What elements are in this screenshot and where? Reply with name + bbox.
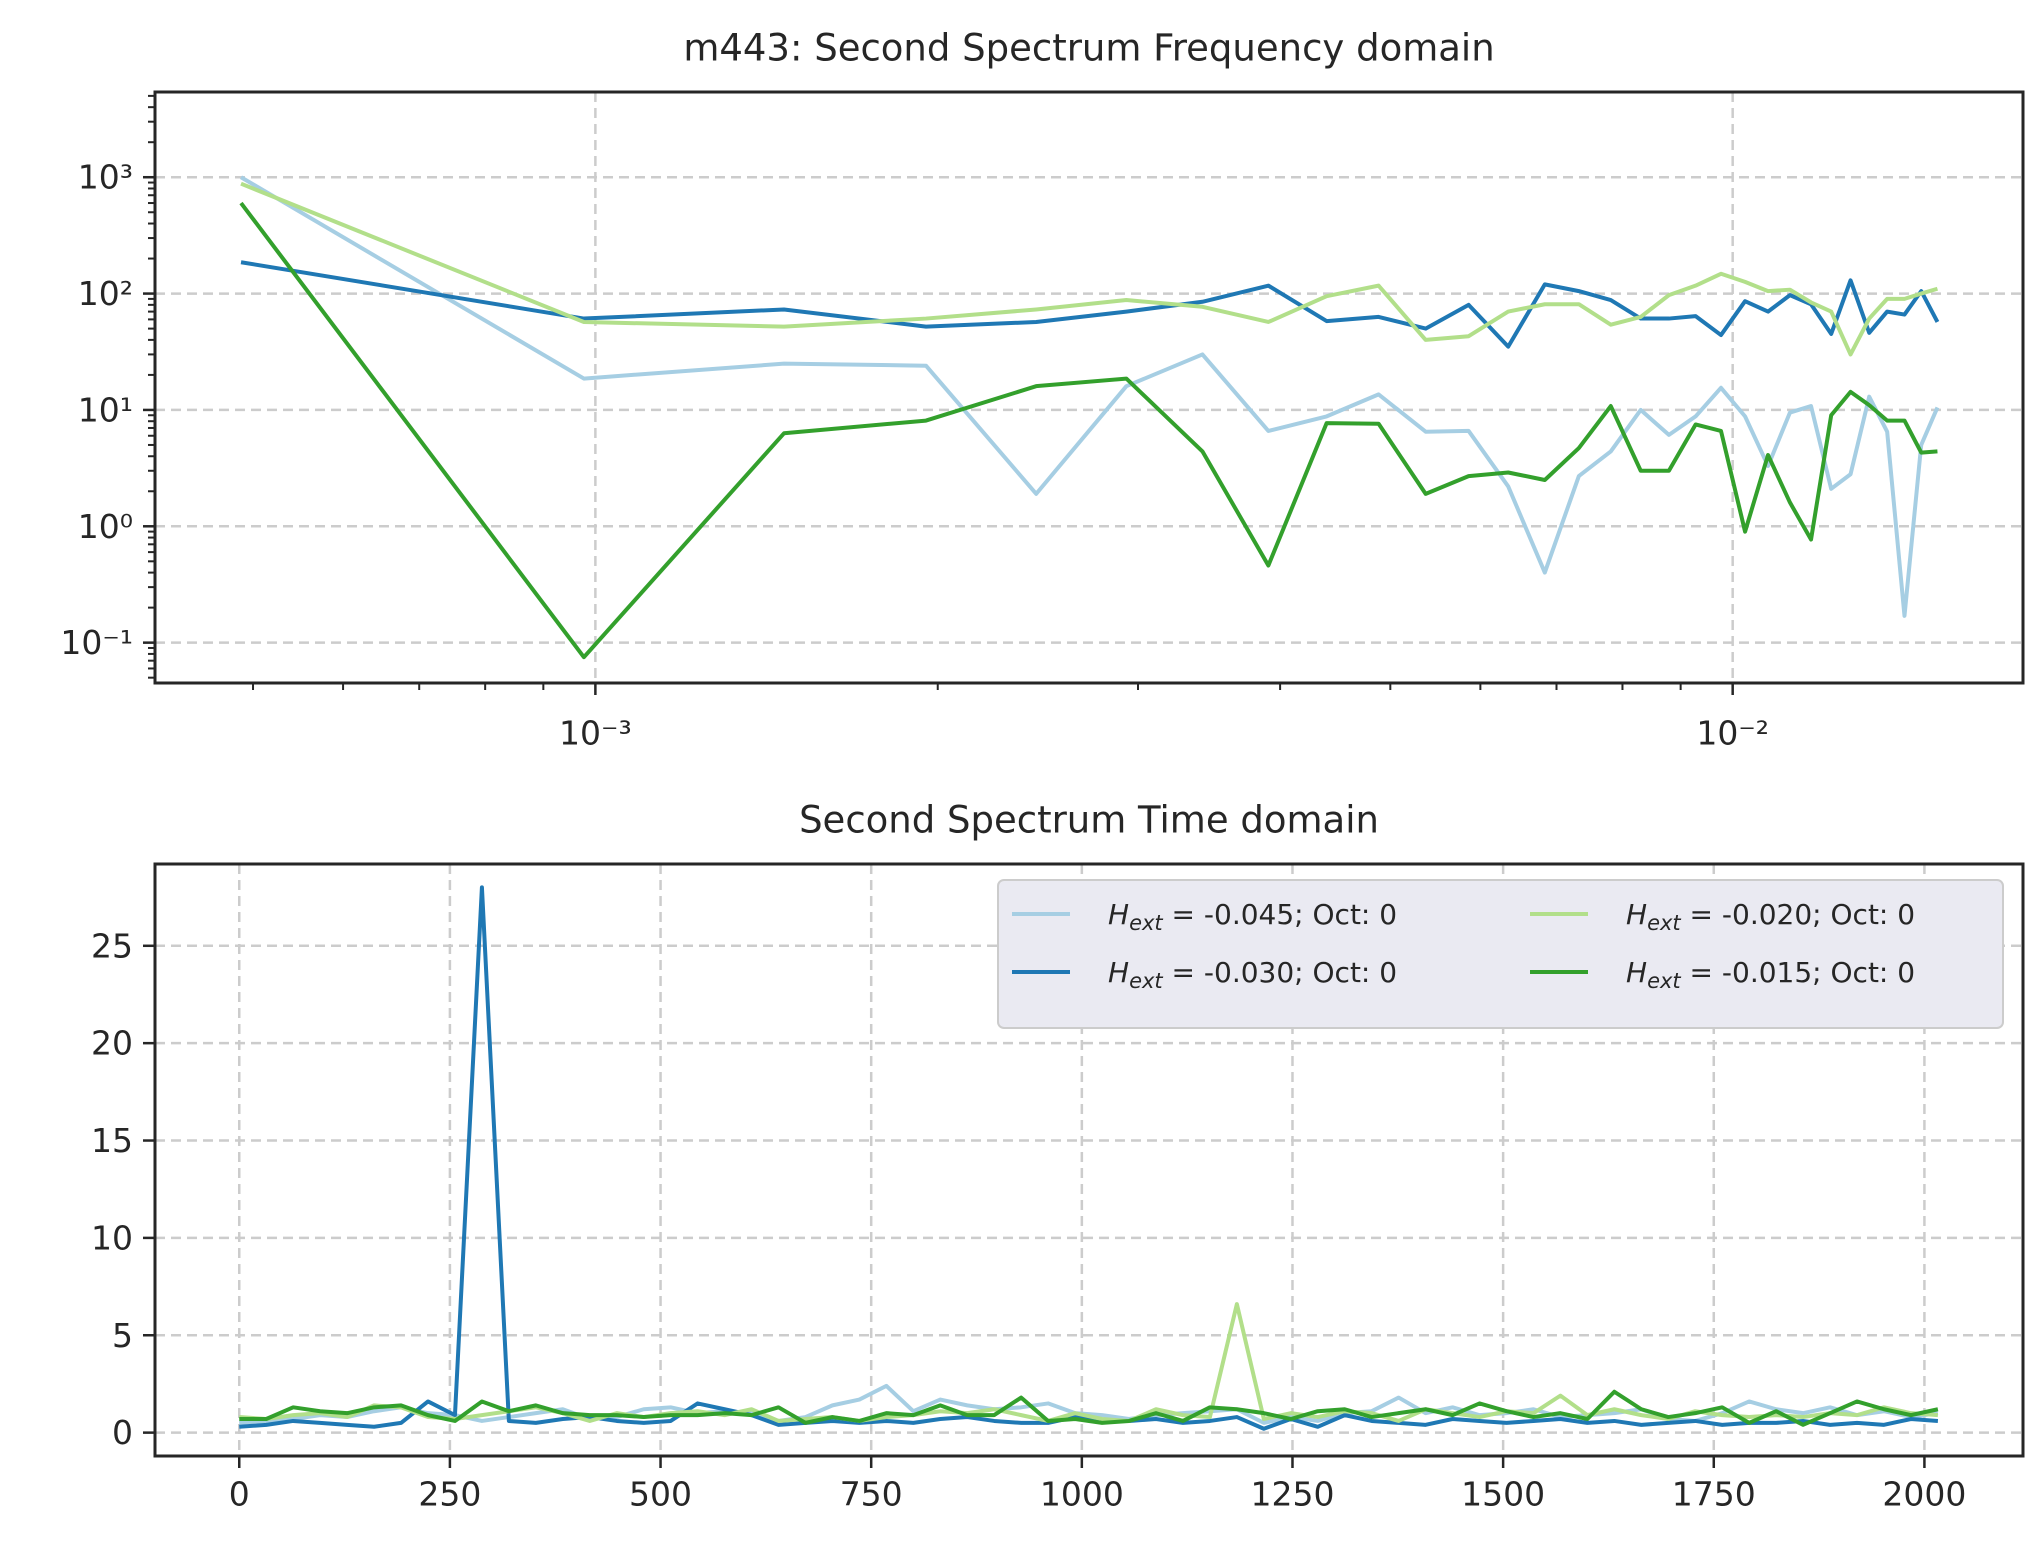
data-line — [240, 181, 1939, 357]
y-tick-label: 15 — [91, 1121, 133, 1160]
y-tick-label: 10² — [78, 274, 133, 313]
x-tick-label: 1750 — [1672, 1475, 1756, 1514]
legend-label: Hext = -0.045; Oct: 0 — [1108, 898, 1397, 935]
data-line — [240, 260, 1940, 349]
y-tick-label: 10⁰ — [78, 507, 133, 546]
y-tick-label: 0 — [112, 1413, 133, 1452]
y-tick-label: 10³ — [78, 158, 133, 197]
y-tick-label: 10⁻¹ — [60, 623, 133, 662]
data-line — [240, 175, 1940, 618]
x-tick-label: 1250 — [1250, 1475, 1334, 1514]
y-tick-label: 25 — [91, 926, 133, 965]
legend-label: Hext = -0.030; Oct: 0 — [1108, 956, 1397, 993]
data-line — [239, 201, 1938, 660]
y-tick-label: 10 — [91, 1218, 133, 1257]
x-tick-label: 1500 — [1461, 1475, 1545, 1514]
plot-frame — [153, 862, 2025, 1458]
x-tick-label: 10⁻³ — [559, 714, 632, 753]
x-tick-label: 500 — [629, 1475, 692, 1514]
x-tick-label: 2000 — [1882, 1475, 1966, 1514]
chart-title: m443: Second Spectrum Frequency domain — [683, 27, 1494, 70]
legend-label: Hext = -0.020; Oct: 0 — [1626, 898, 1915, 935]
plot-frame — [153, 90, 2025, 685]
x-tick-label: 10⁻² — [1696, 714, 1769, 753]
legend-label: Hext = -0.015; Oct: 0 — [1626, 956, 1915, 993]
x-tick-label: 250 — [418, 1475, 481, 1514]
x-tick-label: 1000 — [1040, 1475, 1124, 1514]
y-tick-label: 5 — [112, 1316, 133, 1355]
legend-box — [997, 879, 2004, 1029]
y-tick-label: 10¹ — [78, 390, 133, 429]
data-line — [239, 1389, 1939, 1427]
x-tick-label: 0 — [229, 1475, 250, 1514]
y-tick-label: 20 — [91, 1024, 133, 1063]
x-tick-label: 750 — [840, 1475, 903, 1514]
chart-title: Second Spectrum Time domain — [799, 799, 1379, 842]
